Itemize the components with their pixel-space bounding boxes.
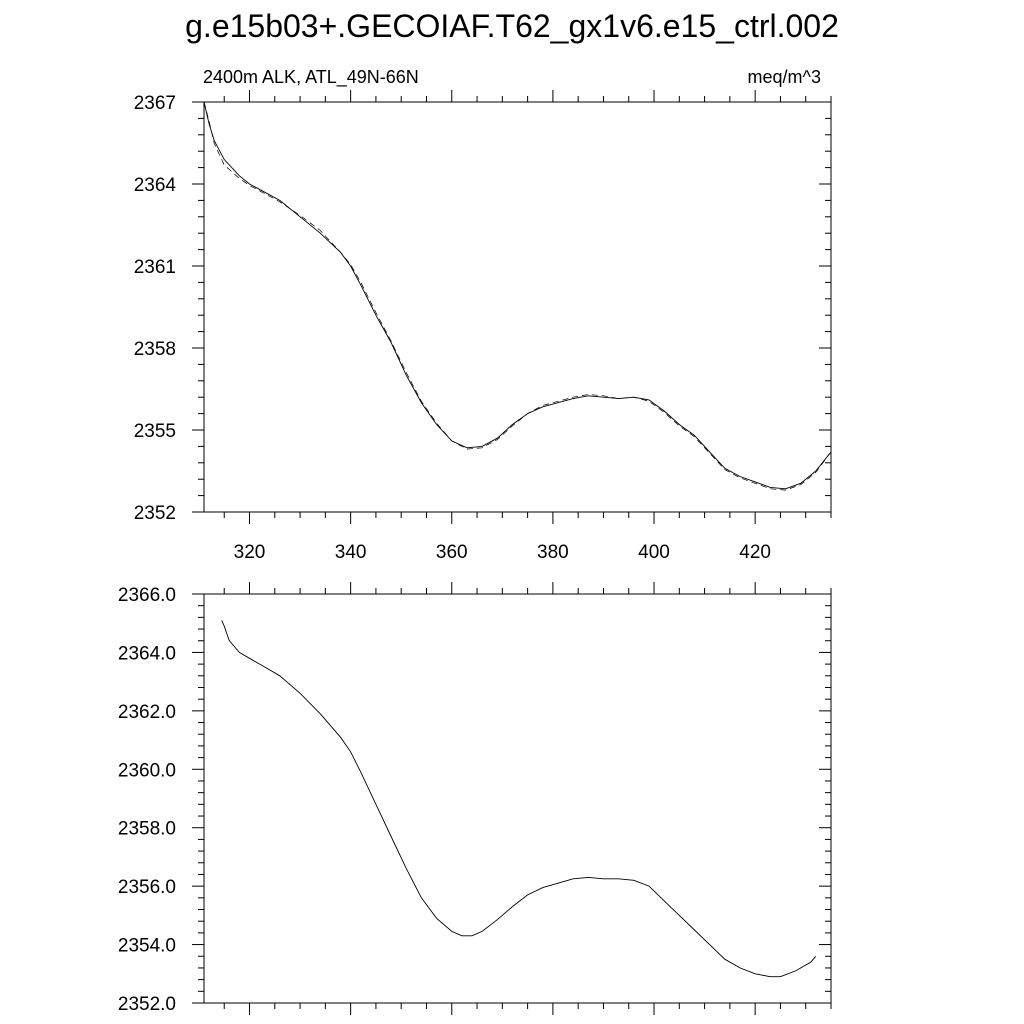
bottom-line-chart-panel: 2352.0 2354.0 2356.0 2358.0 2360.0 2362.0 2364… bbox=[118, 582, 832, 1015]
panel-2-plot-frame bbox=[203, 593, 832, 1004]
top-line-chart-panel: 320 340 360 380 400 420 2352 2355 2358 2361 2364 23… bbox=[134, 90, 832, 563]
panel-2-y-tick-label: 2364.0 bbox=[118, 643, 176, 664]
panel-1-y-tick-label: 2358 bbox=[134, 339, 176, 360]
panel-1-y-tick-label: 2367 bbox=[134, 93, 176, 114]
panel-2-y-tick-label: 2366.0 bbox=[118, 585, 176, 606]
panel-1-series-2-dashed-line bbox=[203, 101, 832, 491]
panel-1-y-tick-label: 2364 bbox=[134, 175, 177, 196]
panel-1-x-tick-label: 360 bbox=[436, 542, 468, 563]
panel-2-series-1-solid-line bbox=[221, 620, 817, 978]
panel-2-y-tick-label: 2360.0 bbox=[118, 760, 176, 781]
panel-1-x-tick-label: 380 bbox=[537, 542, 569, 563]
panel-2-y-tick-label: 2354.0 bbox=[118, 936, 176, 957]
panel-1-y-tick-label: 2355 bbox=[134, 421, 176, 442]
panel-1-x-tick-label: 400 bbox=[638, 542, 670, 563]
panel-1-y-tick-label: 2361 bbox=[134, 257, 176, 278]
panel-1-x-tick-label: 420 bbox=[739, 542, 771, 563]
panel-1-units-label: meq/m^3 bbox=[748, 67, 821, 87]
panel-2-y-tick-label: 2362.0 bbox=[118, 702, 176, 723]
chart-title: g.e15b03+.GECOIAF.T62_gx1v6.e15_ctrl.002 bbox=[185, 8, 839, 44]
panel-1-plot-frame bbox=[203, 101, 832, 513]
panel-2-y-tick-label: 2358.0 bbox=[118, 819, 176, 840]
panel-1-y-tick-label: 2352 bbox=[134, 503, 176, 524]
panel-2-y-tick-label: 2352.0 bbox=[118, 994, 176, 1015]
panel-1-x-tick-label: 320 bbox=[234, 542, 266, 563]
panel-1-series-1-solid-line bbox=[203, 101, 832, 490]
panel-2-y-tick-label: 2356.0 bbox=[118, 877, 176, 898]
panel-1-left-label: 2400m ALK, ATL_49N-66N bbox=[203, 67, 419, 88]
panel-1-x-tick-label: 340 bbox=[335, 542, 367, 563]
